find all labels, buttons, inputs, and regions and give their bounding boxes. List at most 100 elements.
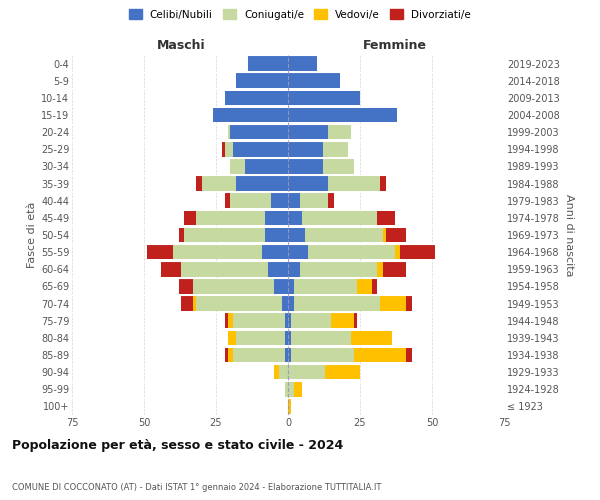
Bar	[285, 314, 288, 328]
Bar	[265, 210, 288, 225]
Bar	[288, 90, 360, 105]
Bar	[323, 159, 354, 174]
Bar	[274, 279, 288, 293]
Bar	[288, 142, 323, 156]
Bar	[262, 245, 288, 260]
Bar	[233, 314, 285, 328]
Bar	[196, 176, 202, 191]
Bar	[222, 142, 224, 156]
Bar	[224, 142, 233, 156]
Bar	[305, 228, 383, 242]
Legend: Celibi/Nubili, Coniugati/e, Vedovi/e, Divorziati/e: Celibi/Nubili, Coniugati/e, Vedovi/e, Di…	[125, 5, 475, 24]
Bar	[377, 262, 383, 276]
Bar	[288, 330, 291, 345]
Bar	[371, 279, 377, 293]
Bar	[196, 296, 282, 311]
Bar	[288, 365, 325, 380]
Bar	[230, 159, 245, 174]
Bar	[282, 296, 288, 311]
Bar	[224, 314, 227, 328]
Bar	[161, 262, 181, 276]
Bar	[288, 245, 308, 260]
Bar	[383, 262, 406, 276]
Bar	[147, 245, 173, 260]
Bar	[236, 176, 288, 191]
Bar	[288, 399, 291, 413]
Bar	[308, 245, 395, 260]
Bar	[230, 194, 271, 208]
Bar	[202, 176, 236, 191]
Bar	[224, 194, 230, 208]
Bar	[386, 228, 406, 242]
Text: Maschi: Maschi	[157, 38, 206, 52]
Bar	[354, 348, 406, 362]
Bar	[288, 210, 302, 225]
Bar	[173, 245, 262, 260]
Bar	[406, 348, 412, 362]
Bar	[380, 296, 406, 311]
Bar	[291, 314, 331, 328]
Bar	[288, 348, 291, 362]
Text: COMUNE DI COCCONATO (AT) - Dati ISTAT 1° gennaio 2024 - Elaborazione TUTTITALIA.: COMUNE DI COCCONATO (AT) - Dati ISTAT 1°…	[12, 484, 382, 492]
Bar	[179, 228, 184, 242]
Bar	[236, 330, 285, 345]
Bar	[288, 382, 294, 396]
Bar	[288, 74, 340, 88]
Bar	[224, 348, 227, 362]
Bar	[288, 296, 294, 311]
Bar	[380, 176, 386, 191]
Bar	[352, 330, 392, 345]
Y-axis label: Anni di nascita: Anni di nascita	[564, 194, 574, 276]
Bar	[294, 296, 380, 311]
Bar	[299, 194, 328, 208]
Bar	[288, 314, 291, 328]
Bar	[328, 176, 380, 191]
Bar	[383, 228, 386, 242]
Bar	[400, 245, 435, 260]
Bar	[288, 228, 305, 242]
Bar	[299, 262, 377, 276]
Bar	[294, 279, 357, 293]
Bar	[395, 245, 400, 260]
Bar	[213, 108, 288, 122]
Bar	[227, 348, 233, 362]
Bar	[288, 125, 328, 140]
Bar	[288, 279, 294, 293]
Bar	[280, 365, 288, 380]
Bar	[354, 314, 357, 328]
Y-axis label: Fasce di età: Fasce di età	[26, 202, 37, 268]
Bar	[406, 296, 412, 311]
Bar	[325, 365, 360, 380]
Bar	[224, 90, 288, 105]
Bar	[288, 262, 299, 276]
Bar	[288, 194, 299, 208]
Bar	[184, 210, 196, 225]
Bar	[323, 142, 349, 156]
Bar	[294, 382, 302, 396]
Bar	[331, 314, 354, 328]
Bar	[233, 142, 288, 156]
Bar	[285, 382, 288, 396]
Bar	[265, 228, 288, 242]
Bar	[227, 125, 230, 140]
Bar	[181, 262, 268, 276]
Bar	[181, 296, 193, 311]
Bar	[357, 279, 371, 293]
Bar	[248, 56, 288, 71]
Bar	[285, 348, 288, 362]
Bar	[291, 330, 352, 345]
Bar	[377, 210, 395, 225]
Bar	[291, 348, 354, 362]
Bar	[328, 125, 352, 140]
Bar	[184, 228, 265, 242]
Bar	[288, 176, 328, 191]
Bar	[274, 365, 280, 380]
Bar	[227, 330, 236, 345]
Text: Femmine: Femmine	[362, 38, 427, 52]
Bar	[288, 159, 323, 174]
Bar	[302, 210, 377, 225]
Bar	[230, 125, 288, 140]
Bar	[233, 348, 285, 362]
Bar	[288, 108, 397, 122]
Bar	[328, 194, 334, 208]
